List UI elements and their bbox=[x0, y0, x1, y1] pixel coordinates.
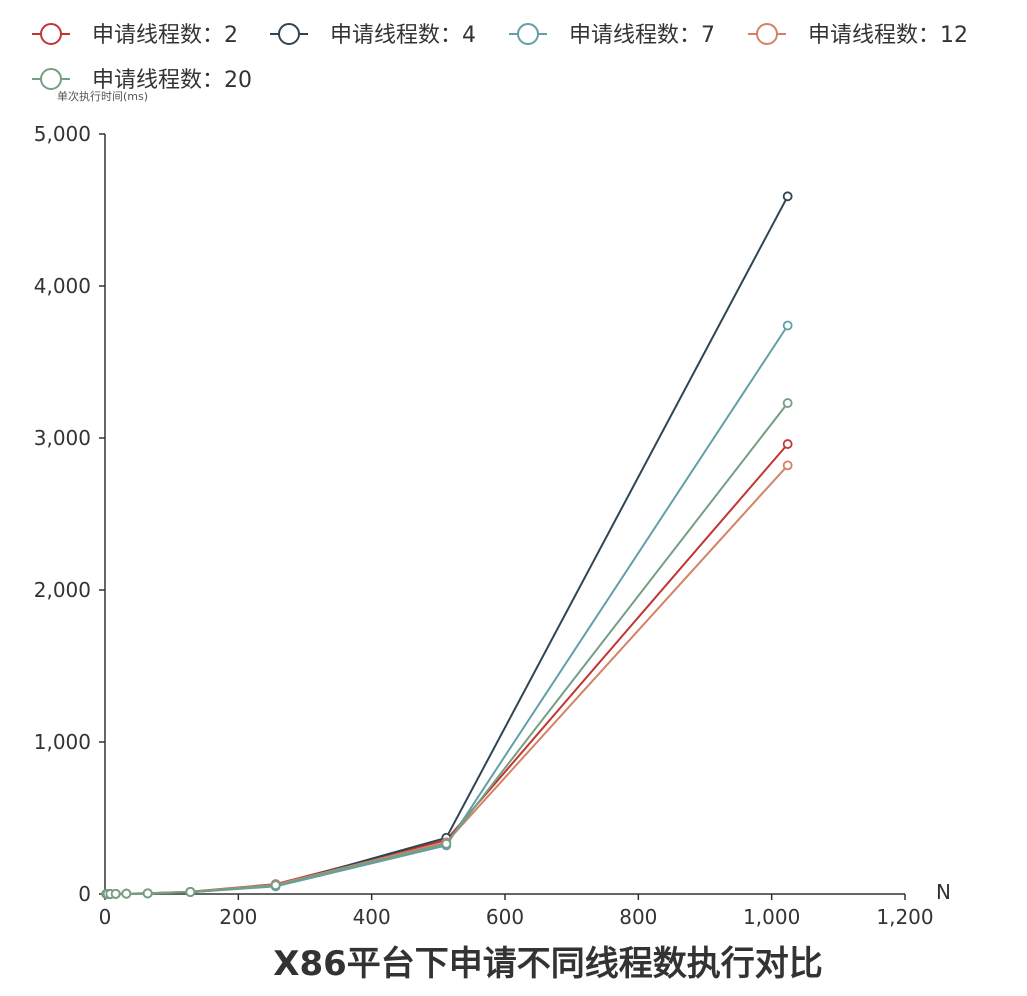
y-tick-label: 4,000 bbox=[34, 274, 91, 298]
data-point[interactable] bbox=[144, 889, 152, 897]
series-4 bbox=[102, 461, 791, 898]
legend-item[interactable]: 申请线程数：4 bbox=[270, 23, 476, 48]
y-axis-label: 单次执行时间(ms) bbox=[57, 89, 148, 103]
x-tick-label: 200 bbox=[219, 905, 257, 929]
series-line bbox=[106, 403, 787, 894]
x-tick-label: 0 bbox=[99, 905, 112, 929]
x-tick-label: 1,000 bbox=[743, 905, 800, 929]
y-axis: 0 1,000 2,000 3,000 4,000 5,000 bbox=[34, 122, 105, 906]
x-tick-label: 1,200 bbox=[876, 905, 933, 929]
y-tick-label: 5,000 bbox=[34, 122, 91, 146]
data-point[interactable] bbox=[272, 881, 280, 889]
legend-marker-icon bbox=[41, 69, 61, 89]
legend-marker-icon bbox=[279, 24, 299, 44]
data-point[interactable] bbox=[784, 399, 792, 407]
series-line bbox=[106, 326, 787, 895]
legend-marker-icon bbox=[757, 24, 777, 44]
legend-item[interactable]: 申请线程数：7 bbox=[509, 23, 715, 48]
legend-label: 申请线程数：12 bbox=[808, 23, 968, 48]
x-tick-label: 400 bbox=[353, 905, 391, 929]
data-point[interactable] bbox=[442, 840, 450, 848]
data-point[interactable] bbox=[122, 890, 130, 898]
series-1 bbox=[102, 440, 791, 898]
series-line bbox=[106, 465, 787, 894]
series-5 bbox=[102, 399, 791, 898]
y-tick-label: 0 bbox=[78, 882, 91, 906]
plot-area bbox=[102, 192, 791, 898]
series-line bbox=[106, 196, 787, 894]
x-tick-label: 800 bbox=[619, 905, 657, 929]
data-point[interactable] bbox=[784, 192, 792, 200]
chart-title: X86平台下申请不同线程数执行对比 bbox=[273, 944, 823, 984]
series-2 bbox=[102, 192, 791, 898]
legend-item[interactable]: 申请线程数：2 bbox=[32, 23, 238, 48]
x-tick-label: 600 bbox=[486, 905, 524, 929]
legend-marker-icon bbox=[41, 24, 61, 44]
series-3 bbox=[102, 322, 791, 898]
legend-label: 申请线程数：7 bbox=[569, 23, 715, 48]
x-axis-label: N bbox=[936, 880, 951, 904]
legend-marker-icon bbox=[518, 24, 538, 44]
y-tick-label: 3,000 bbox=[34, 426, 91, 450]
series-line bbox=[106, 444, 787, 894]
data-point[interactable] bbox=[112, 890, 120, 898]
data-point[interactable] bbox=[784, 322, 792, 330]
y-tick-label: 1,000 bbox=[34, 730, 91, 754]
legend-item[interactable]: 申请线程数：12 bbox=[748, 23, 968, 48]
data-point[interactable] bbox=[784, 461, 792, 469]
legend-label: 申请线程数：2 bbox=[92, 23, 238, 48]
y-tick-label: 2,000 bbox=[34, 578, 91, 602]
data-point[interactable] bbox=[186, 888, 194, 896]
legend-label: 申请线程数：4 bbox=[330, 23, 476, 48]
data-point[interactable] bbox=[784, 440, 792, 448]
x-axis: 0 200 400 600 800 1,000 1,200 bbox=[99, 894, 934, 929]
